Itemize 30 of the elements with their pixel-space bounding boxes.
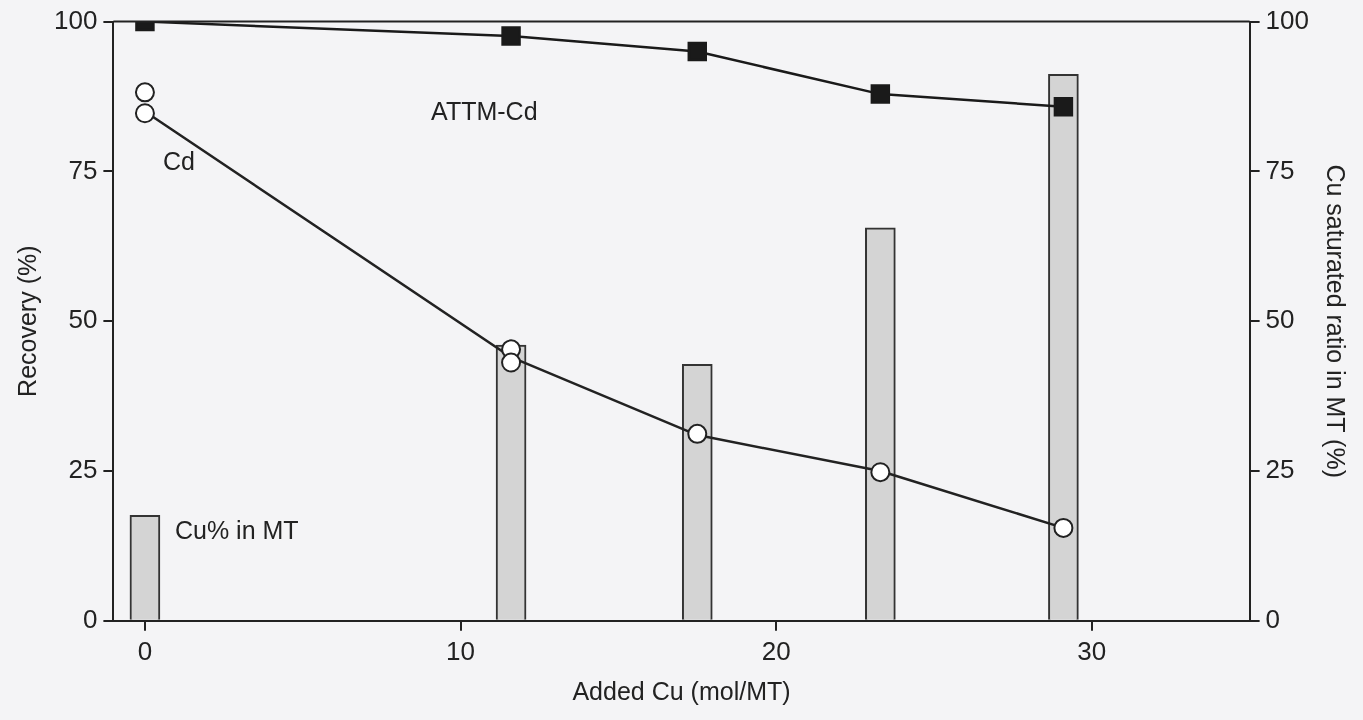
y-tick-label: 50	[68, 304, 98, 335]
x-tick-label: 0	[137, 635, 153, 666]
x-tick-label: 20	[761, 635, 791, 666]
point	[870, 84, 891, 104]
y2-tick-label: 100	[1265, 4, 1310, 35]
point	[501, 352, 522, 373]
point	[1053, 96, 1074, 117]
point	[687, 423, 708, 444]
y-tick-label: 100	[53, 4, 98, 35]
series-label: Cu% in MT	[174, 516, 299, 545]
y2-axis-title: Cu saturated ratio in MT (%)	[1322, 164, 1351, 478]
y-axis-title: Recovery (%)	[12, 245, 41, 397]
series-label: Cd	[162, 147, 195, 176]
point	[687, 41, 708, 62]
y-tick-label: 25	[68, 454, 98, 485]
point	[134, 103, 155, 124]
y2-tick-label: 25	[1265, 454, 1295, 485]
x-axis-title: Added Cu (mol/MT)	[572, 676, 791, 705]
y-tick-label: 75	[68, 154, 98, 185]
x-tick-label: 10	[446, 635, 476, 666]
y-tick-label: 0	[82, 603, 98, 634]
y2-tick-label: 50	[1265, 304, 1295, 335]
point	[870, 462, 891, 483]
y2-tick-label: 75	[1265, 154, 1295, 185]
y2-tick-label: 0	[1265, 603, 1281, 634]
text: ATTM-Cd	[431, 96, 538, 125]
x-tick-label: 30	[1077, 635, 1107, 666]
point	[1053, 517, 1074, 538]
point	[134, 82, 155, 103]
point	[501, 26, 521, 46]
